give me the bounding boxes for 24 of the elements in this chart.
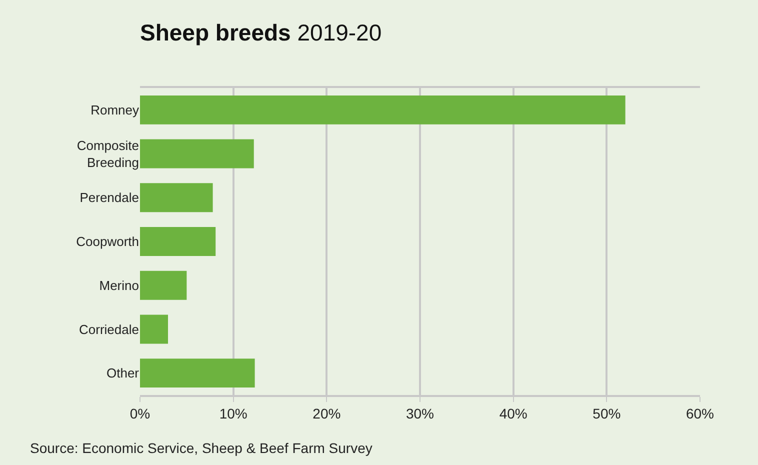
y-tick-label: Romney [90, 102, 140, 118]
y-tick-label: Composite Breeding [76, 138, 139, 170]
chart-title: Sheep breeds [140, 20, 291, 46]
bar [140, 227, 216, 256]
x-tick-label: 60% [686, 406, 714, 422]
y-tick-label: Coopworth [76, 234, 139, 250]
bar [140, 139, 254, 168]
bar [140, 183, 213, 212]
y-tick-label: Merino [99, 278, 139, 293]
y-tick-label: Perendale [80, 190, 139, 206]
bar [140, 314, 168, 344]
chart-subtitle: 2019-20 [297, 20, 382, 46]
y-tick-label: Corriedale [79, 322, 139, 337]
x-tick-label: 20% [312, 406, 341, 422]
x-tick-label: 40% [499, 406, 528, 422]
x-tick-label: 30% [406, 406, 434, 422]
x-tick-label: 10% [219, 406, 248, 422]
y-tick-label: Other [106, 366, 140, 381]
x-tick-label: 0% [130, 406, 150, 422]
bar [140, 358, 255, 388]
source-note: Source: Economic Service, Sheep & Beef Farm Survey [30, 440, 372, 456]
x-tick-label: 50% [592, 406, 621, 422]
bar [140, 270, 187, 300]
bar [140, 95, 626, 124]
